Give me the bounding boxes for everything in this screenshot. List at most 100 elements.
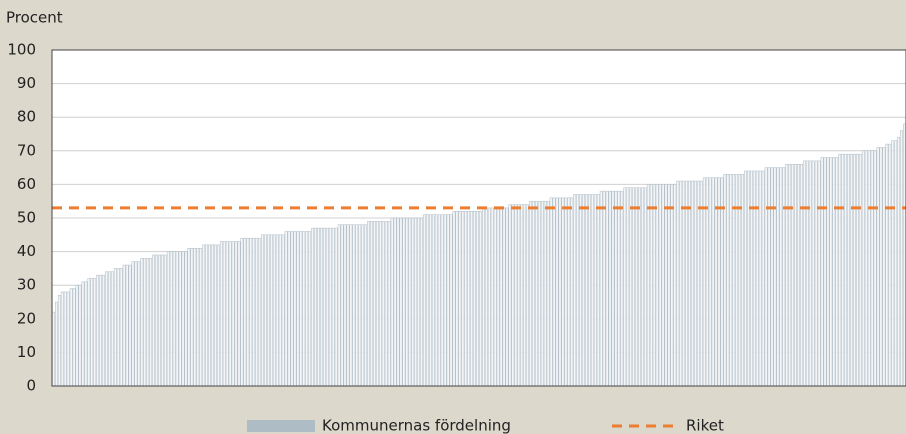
- bar: [888, 143, 892, 387]
- bar: [688, 180, 691, 387]
- bar: [511, 204, 515, 387]
- bar: [381, 221, 385, 387]
- bar: [328, 227, 332, 387]
- bar: [190, 247, 194, 387]
- bar: [726, 174, 730, 387]
- bar: [155, 254, 158, 387]
- bar: [479, 211, 482, 387]
- bar: [222, 241, 226, 387]
- bar: [163, 254, 167, 387]
- bar: [72, 288, 76, 387]
- bar: [691, 180, 694, 387]
- bar: [596, 194, 600, 387]
- bar: [75, 284, 79, 387]
- bar: [458, 211, 462, 387]
- bar: [158, 254, 161, 387]
- bar: [455, 211, 459, 387]
- bar: [658, 184, 662, 387]
- bar: [903, 123, 906, 387]
- bar: [216, 244, 220, 387]
- bar: [820, 157, 824, 387]
- bar: [873, 150, 877, 387]
- bar: [131, 261, 135, 387]
- bar: [782, 167, 786, 387]
- bar: [420, 217, 423, 387]
- bar: [555, 197, 559, 387]
- y-tick-label: 10: [17, 343, 36, 361]
- bar: [396, 217, 400, 387]
- bar: [735, 174, 739, 387]
- bar: [322, 227, 326, 387]
- bar: [570, 197, 574, 387]
- bar: [402, 217, 406, 387]
- bar: [264, 234, 267, 387]
- bar: [169, 251, 173, 387]
- bar: [134, 261, 138, 387]
- bar: [532, 200, 535, 387]
- bar: [340, 224, 344, 387]
- bar: [143, 258, 147, 387]
- bar: [175, 251, 179, 387]
- bar: [835, 157, 839, 387]
- bar: [649, 184, 653, 387]
- bar: [523, 204, 527, 387]
- bar: [629, 187, 633, 387]
- bar: [102, 274, 105, 387]
- bar: [579, 194, 583, 387]
- bar: [426, 214, 429, 387]
- bar: [440, 214, 444, 387]
- bar: [125, 264, 129, 387]
- bar: [611, 190, 615, 387]
- bar: [90, 278, 94, 387]
- bar: [302, 231, 306, 387]
- bar: [773, 167, 777, 387]
- bar: [490, 207, 494, 387]
- bar: [670, 184, 674, 387]
- bar: [894, 140, 898, 387]
- bar: [149, 258, 153, 387]
- bar: [352, 224, 356, 387]
- bar: [278, 234, 282, 387]
- bar: [711, 177, 715, 387]
- bar: [364, 224, 368, 387]
- bar: [66, 291, 70, 387]
- bar: [390, 217, 394, 387]
- bar: [240, 237, 244, 387]
- bar: [481, 207, 485, 387]
- bar: [891, 140, 895, 387]
- bar: [617, 190, 621, 387]
- bar: [808, 160, 812, 387]
- bar: [558, 197, 562, 387]
- bar: [540, 200, 544, 387]
- bar: [614, 190, 618, 387]
- bar: [181, 251, 185, 387]
- bar: [699, 180, 703, 387]
- bar: [708, 177, 712, 387]
- bar: [308, 231, 312, 387]
- bar: [431, 214, 435, 387]
- bar: [63, 291, 67, 387]
- bar: [576, 194, 580, 387]
- bar: [502, 207, 506, 387]
- bar: [841, 153, 845, 387]
- bar: [290, 231, 294, 387]
- bar: [202, 244, 206, 387]
- y-tick-label: 70: [17, 141, 36, 159]
- y-tick-label: 50: [17, 209, 36, 227]
- bar: [140, 258, 144, 387]
- bar: [496, 207, 500, 387]
- bar: [643, 187, 647, 387]
- bar: [817, 160, 821, 387]
- bar: [311, 227, 315, 387]
- bar: [838, 153, 842, 387]
- bar: [146, 258, 150, 387]
- bar: [514, 204, 518, 387]
- bar: [641, 187, 644, 387]
- bar: [299, 231, 303, 387]
- bar: [870, 150, 874, 387]
- bar: [446, 214, 450, 387]
- bar: [505, 207, 509, 387]
- bar: [378, 221, 382, 387]
